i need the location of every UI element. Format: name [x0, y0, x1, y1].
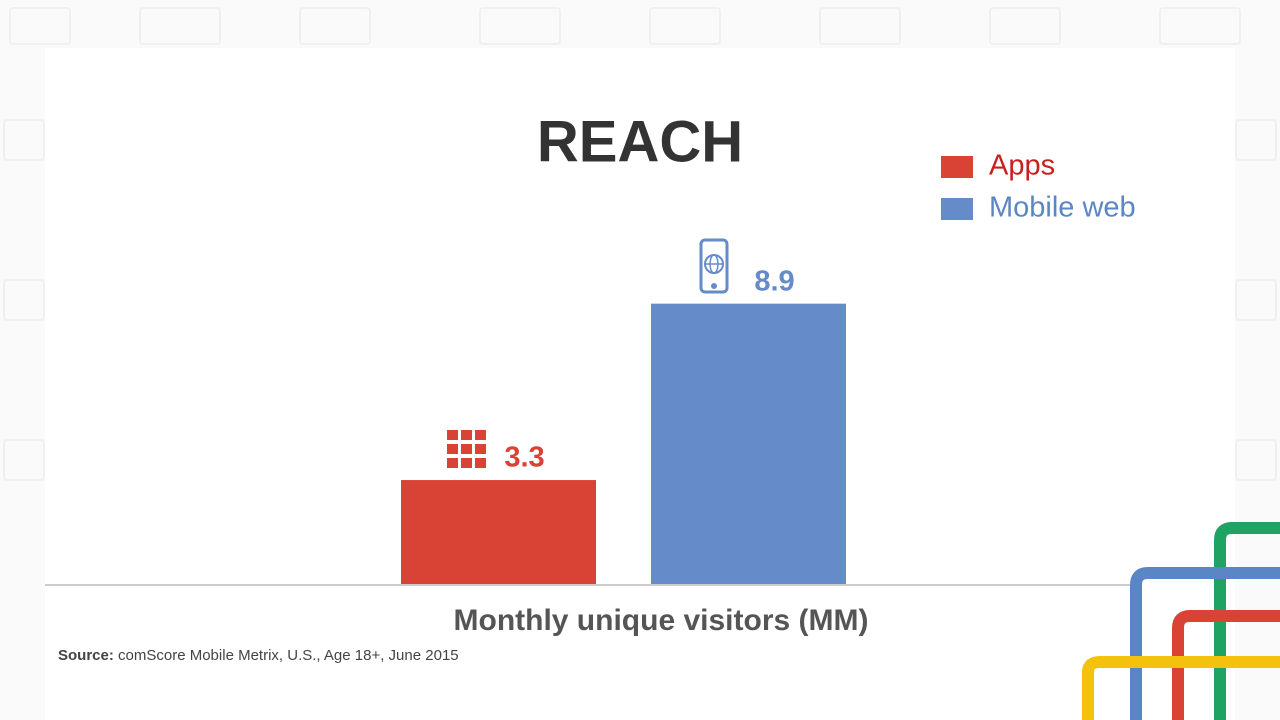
source-label: Source: — [58, 647, 114, 664]
apps-icon — [447, 430, 486, 468]
mobile-web-icon — [699, 238, 729, 294]
source: Source: comScore Mobile Metrix, U.S., Ag… — [58, 647, 459, 664]
chart-title: REACH — [537, 109, 743, 174]
content-area — [45, 48, 1235, 720]
bar — [651, 303, 846, 584]
legend-label: Apps — [989, 150, 1055, 182]
source-text: comScore Mobile Metrix, U.S., Age 18+, J… — [118, 647, 459, 664]
legend-swatch — [941, 198, 973, 220]
corner-decoration — [1082, 522, 1280, 720]
value-label: 8.9 — [754, 265, 794, 297]
legend-label: Mobile web — [989, 192, 1136, 224]
x-axis-label: Monthly unique visitors (MM) — [454, 604, 869, 637]
value-label: 3.3 — [504, 442, 544, 474]
background-pattern — [3, 7, 1277, 481]
bar — [401, 480, 596, 584]
legend-swatch — [941, 156, 973, 178]
